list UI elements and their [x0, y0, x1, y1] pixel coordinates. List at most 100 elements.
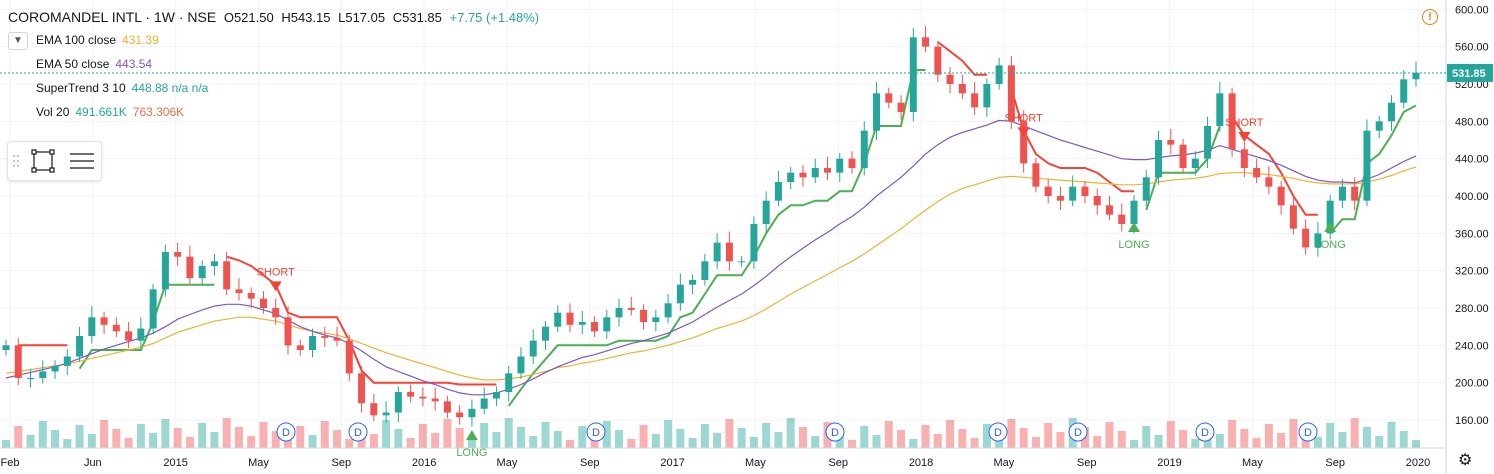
volume-bar: [173, 428, 182, 448]
last-price-label: 531.85: [1452, 68, 1486, 80]
candle-body: [223, 261, 231, 290]
time-tick-label: May: [1242, 457, 1263, 469]
candle-body: [1387, 102, 1395, 122]
last-price-badge: [1447, 63, 1493, 82]
candle-body: [823, 168, 831, 173]
volume-bar: [1375, 436, 1384, 448]
indicator-volume[interactable]: Vol 20 491.661K 763.306K: [36, 105, 184, 119]
candle-body: [713, 242, 721, 262]
list-menu-icon[interactable]: [70, 153, 94, 169]
volume-bar: [1130, 440, 1138, 448]
candle-body: [88, 317, 96, 336]
time-tick-label: May: [248, 457, 269, 469]
candle-body: [1240, 149, 1248, 168]
volume-bar: [1166, 421, 1175, 448]
candle-body: [125, 331, 133, 341]
chevron-down-icon[interactable]: ▼: [8, 32, 28, 50]
candle-body: [51, 365, 59, 372]
time-tick-label: Sep: [1077, 457, 1097, 469]
short-arrow-icon: [1238, 132, 1251, 142]
indicator-supertrend[interactable]: SuperTrend 3 10 448.88 n/a n/a: [36, 81, 208, 95]
candle-body: [27, 378, 35, 379]
candle-body: [1118, 214, 1126, 224]
volume-bar: [1019, 428, 1028, 448]
volume-bar: [909, 439, 918, 448]
volume-bar: [970, 438, 979, 448]
volume-bar: [1228, 420, 1237, 448]
candle-body: [1289, 205, 1297, 229]
gear-icon[interactable]: ⚙: [1458, 452, 1473, 469]
price-tick-label: 600.00: [1455, 4, 1489, 16]
candle-body: [1142, 177, 1150, 201]
indicator-value: 491.661K: [75, 105, 127, 119]
volume-bar: [75, 425, 84, 448]
candle-body: [1167, 140, 1175, 145]
high-value: H543.15: [281, 10, 331, 25]
volume-bar: [504, 418, 513, 448]
candle-body: [541, 326, 549, 341]
dividend-label: D: [1304, 427, 1312, 439]
warning-icon[interactable]: !: [1422, 9, 1438, 25]
price-tick-label: 240.00: [1455, 340, 1489, 352]
volume-bar: [455, 428, 464, 448]
dividend-marker-icon: [988, 422, 1008, 442]
short-arrow-icon: [1017, 127, 1030, 138]
volume-bar: [676, 429, 685, 448]
candle-body: [725, 242, 733, 262]
candle-body: [946, 74, 954, 84]
candle-body: [296, 345, 304, 350]
volume-bar: [1154, 435, 1163, 448]
volume-bar: [664, 420, 673, 448]
drag-handle-icon[interactable]: [13, 155, 19, 167]
candle-body: [1253, 168, 1261, 178]
symbol-title[interactable]: COROMANDEL INTL · 1W · NSE: [8, 9, 217, 25]
dividend-marker-icon: [276, 422, 296, 442]
volume-bar: [786, 418, 795, 448]
candle-body: [689, 280, 697, 285]
volume-bar: [1350, 418, 1359, 448]
time-axis[interactable]: Feb Jun 2015 May Sep 2016 May Sep 2017 May Sep 2018…: [0, 447, 1446, 469]
price-tick-label: 160.00: [1455, 415, 1489, 427]
volume-bar: [308, 435, 317, 448]
volume-bar: [700, 424, 709, 448]
volume-bar: [737, 428, 746, 448]
long-arrow-icon: [1128, 222, 1140, 232]
chart-grid: [0, 0, 1446, 448]
time-tick-label: Sep: [580, 457, 600, 469]
volume-bar: [627, 439, 636, 448]
indicator-label: EMA 50 close: [36, 57, 110, 71]
volume-bar: [345, 439, 354, 448]
candle-body: [627, 308, 635, 310]
candle-body: [333, 337, 341, 341]
volume-bar: [946, 420, 955, 448]
ema100-line: [5, 166, 1417, 381]
candle-body: [1204, 126, 1212, 159]
candle-body: [517, 356, 525, 374]
candle-body: [1081, 186, 1089, 196]
indicator-label: Vol 20: [36, 105, 70, 119]
rectangle-tool-icon[interactable]: [31, 149, 55, 173]
dividend-marker-icon: [348, 422, 368, 442]
candle-body: [137, 328, 145, 341]
volume-bar: [602, 421, 611, 448]
candle-body: [407, 392, 415, 397]
time-tick-label: Feb: [1, 457, 20, 469]
volume-bar: [161, 419, 170, 448]
volume-bar: [578, 426, 587, 448]
candle-body: [774, 182, 782, 201]
time-tick-label: May: [745, 457, 766, 469]
volume-bar: [1313, 437, 1322, 448]
indicator-ema50[interactable]: EMA 50 close 443.54: [36, 57, 152, 71]
volume-bar: [259, 422, 268, 448]
volume-bar: [774, 432, 783, 448]
price-tick-label: 440.00: [1455, 154, 1489, 166]
candle-body: [1069, 186, 1077, 201]
candle-body: [811, 168, 819, 178]
candle-body: [259, 298, 267, 308]
price-tick-label: 480.00: [1455, 116, 1489, 128]
time-tick-label: 2018: [909, 457, 933, 469]
volume-bar: [2, 440, 10, 448]
indicator-ema100[interactable]: EMA 100 close 431.39: [36, 33, 159, 47]
